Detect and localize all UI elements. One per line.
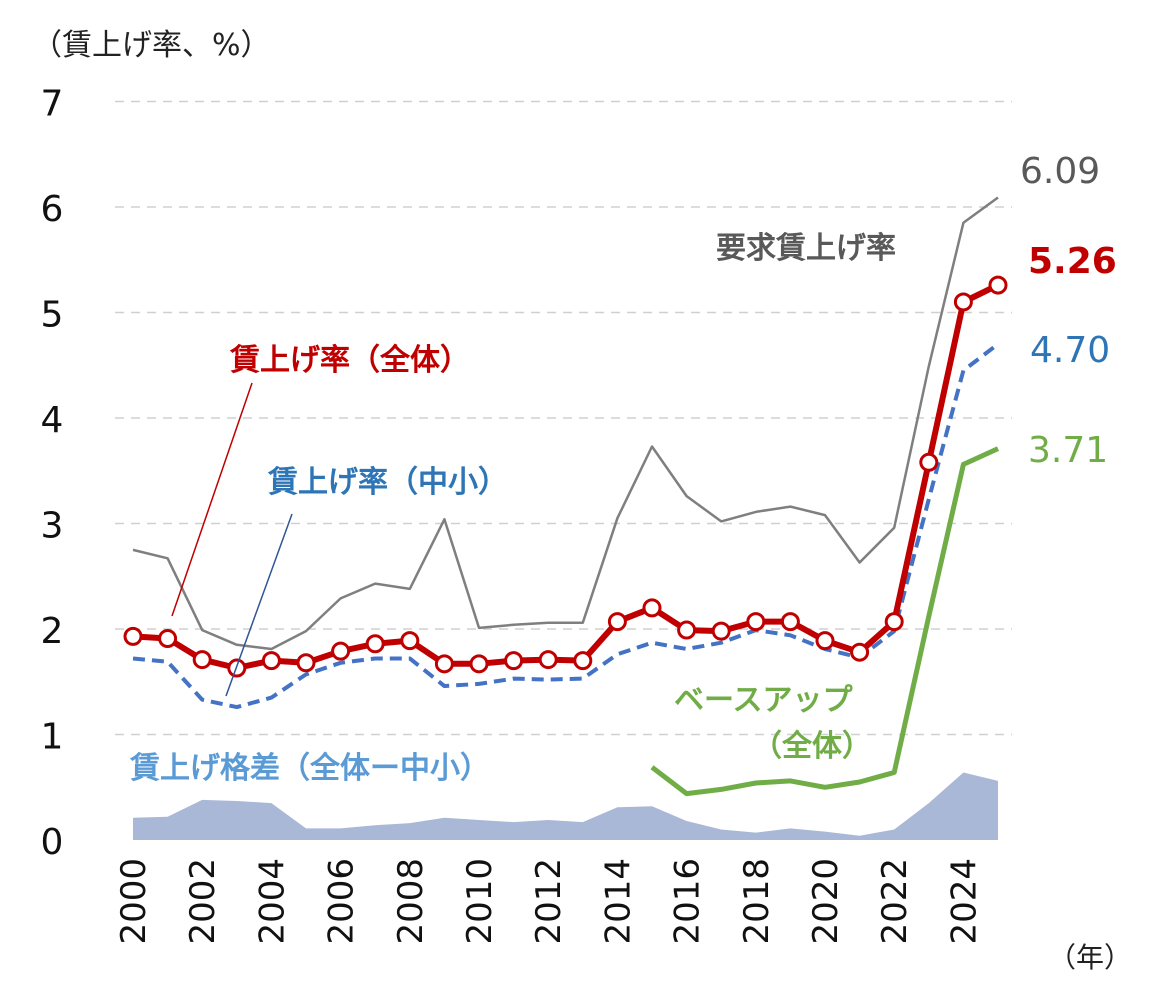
series-3-line (650, 446, 1000, 797)
y-tick-label-4: 4 (41, 400, 64, 441)
marker-point-1 (158, 628, 178, 648)
y-tick-label-5: 5 (41, 295, 64, 336)
leader-overall (171, 382, 253, 617)
y-tick-label-3: 3 (41, 506, 64, 547)
marker-point-19 (780, 612, 800, 632)
x-tick-label-2016: 2016 (668, 858, 708, 945)
marker-point-8 (400, 631, 420, 651)
marker-point-14 (607, 612, 627, 632)
overall-markers (123, 275, 1008, 678)
marker-point-22 (884, 612, 904, 632)
series-0-area (133, 772, 998, 840)
x-tick-label-2022: 2022 (875, 858, 915, 945)
marker-point-17 (711, 621, 731, 641)
annotation-leaders (171, 382, 293, 697)
gridlines (115, 100, 1012, 736)
marker-point-7 (365, 634, 385, 654)
x-tick-label-2006: 2006 (322, 858, 362, 945)
annotation-sme: 賃上げ率（中小） (267, 465, 508, 500)
marker-point-4 (261, 651, 281, 671)
marker-point-12 (538, 650, 558, 670)
marker-point-16 (677, 620, 697, 640)
y-tick-label-2: 2 (41, 611, 64, 652)
marker-point-20 (815, 631, 835, 651)
y-axis-label: （賃上げ率、%） (32, 28, 271, 63)
x-axis-label: （年） (1048, 941, 1132, 974)
marker-point-23 (919, 452, 939, 472)
y-tick-label-1: 1 (41, 717, 64, 758)
marker-point-2 (192, 650, 212, 670)
line-series (132, 196, 1000, 797)
marker-point-15 (642, 598, 662, 618)
marker-point-0 (123, 626, 143, 646)
x-tick-label-2000: 2000 (114, 858, 154, 945)
end-label-overall: 5.26 (1028, 241, 1117, 282)
x-tick-label-2020: 2020 (806, 858, 846, 945)
marker-point-18 (746, 612, 766, 632)
annotation-requested: 要求賃上げ率 (716, 231, 896, 266)
marker-point-21 (850, 642, 870, 662)
x-tick-label-2024: 2024 (944, 858, 984, 945)
x-tick-label-2010: 2010 (460, 858, 500, 945)
marker-point-11 (504, 651, 524, 671)
annotation-baseup-sub: （全体） (752, 729, 872, 764)
end-label-baseup: 3.71 (1028, 430, 1108, 471)
y-tick-label-6: 6 (41, 189, 64, 230)
y-tick-label-7: 7 (41, 84, 64, 125)
marker-point-25 (988, 275, 1008, 295)
marker-point-5 (296, 653, 316, 673)
annotation-overall: 賃上げ率（全体） (229, 343, 470, 378)
gap-area-series (133, 772, 998, 840)
marker-point-24 (953, 292, 973, 312)
annotation-baseup: ベースアップ (674, 683, 853, 718)
end-label-sme: 4.70 (1030, 330, 1110, 371)
x-tick-label-2004: 2004 (252, 858, 292, 945)
leader-sme (225, 513, 293, 697)
y-axis-ticks: 0 1 2 3 4 5 6 7 (41, 84, 64, 864)
x-tick-label-2014: 2014 (598, 858, 638, 945)
y-tick-label-0: 0 (41, 822, 64, 863)
x-tick-label-2018: 2018 (737, 858, 777, 945)
x-tick-label-2002: 2002 (183, 858, 223, 945)
marker-point-10 (469, 654, 489, 674)
annotation-gap: 賃上げ格差（全体ー中小） (129, 751, 490, 786)
x-tick-label-2008: 2008 (391, 858, 431, 945)
x-axis-ticks: 2000 2002 2004 2006 2008 2010 2012 2014 2016 2018… (114, 858, 984, 945)
end-label-requested: 6.09 (1020, 151, 1100, 192)
marker-point-9 (434, 654, 454, 674)
x-tick-label-2012: 2012 (529, 858, 569, 945)
marker-point-6 (331, 641, 351, 661)
series-1-line (132, 196, 999, 651)
marker-point-13 (573, 651, 593, 671)
